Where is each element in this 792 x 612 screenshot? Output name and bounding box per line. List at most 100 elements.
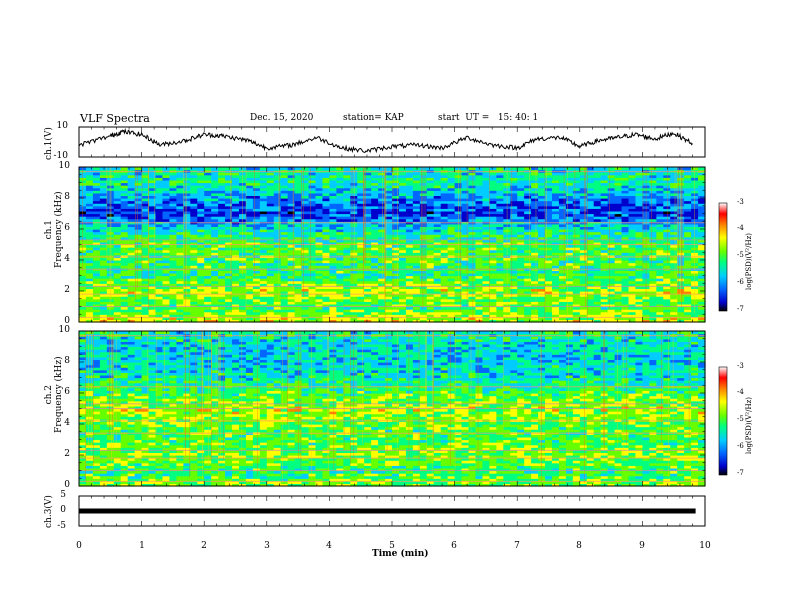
spectrogram-cell [468, 291, 477, 295]
spectrogram-cell [252, 288, 261, 292]
spectrogram-cell [211, 301, 219, 305]
spectrogram-cell [322, 236, 330, 240]
spectrogram-cell [392, 298, 400, 302]
spectrogram-cell [301, 316, 310, 321]
spectrogram-cell [134, 301, 143, 305]
spectrogram-cell [677, 275, 685, 279]
spectrogram-cell [538, 275, 546, 279]
spectrogram-cell [600, 309, 609, 313]
spectrogram-cell [565, 298, 574, 302]
spectrogram-cell [190, 291, 198, 295]
spectrogram-cell [225, 234, 233, 238]
spectrogram-cell [510, 309, 518, 313]
spectrogram-cell [322, 285, 330, 290]
spectrogram-cell [635, 291, 643, 295]
spectrogram-cell [579, 260, 588, 264]
spectrogram-cell [176, 275, 184, 279]
spectrogram-cell [517, 275, 525, 279]
spectrogram-cell [245, 247, 254, 251]
spectrogram-cell [538, 265, 546, 269]
spectrogram-cell [447, 309, 456, 313]
spectrogram-cell [510, 280, 518, 284]
spectrogram-cell [398, 301, 407, 305]
spectrogram-cell [524, 298, 532, 302]
spectrogram-cell [127, 272, 136, 277]
spectrogram-cell [120, 280, 129, 284]
spectrogram-cell [607, 293, 616, 297]
spectrogram-cell [148, 280, 157, 284]
spectrogram-cell [315, 275, 324, 279]
spectrogram-cell [538, 247, 546, 251]
spectrogram-cell [287, 262, 296, 266]
spectrogram-cell [385, 236, 393, 240]
spectrogram-cell [336, 241, 344, 246]
spectrogram-cell [336, 231, 344, 235]
spectrogram-cell [218, 275, 226, 279]
spectrogram-cell [482, 288, 490, 292]
spectrogram-cell [551, 262, 560, 266]
spectrogram-cell [259, 260, 268, 264]
spectrogram-cell [468, 280, 477, 284]
spectrogram-cell [197, 236, 205, 240]
spectrogram-cell [649, 270, 657, 274]
spectrogram-cell [649, 244, 657, 248]
spectrogram-cell [551, 285, 560, 290]
spectrogram-cell [558, 291, 567, 295]
spectrogram-cell [225, 314, 233, 318]
spectrogram-cell [294, 280, 303, 284]
spectrogram-cell [155, 239, 164, 243]
spectrogram-cell [218, 319, 226, 323]
spectrogram-cell [162, 311, 171, 315]
spectrogram-cell [614, 234, 623, 238]
spectrogram-cell [252, 275, 261, 279]
spectrogram-cell [510, 278, 518, 282]
spectrogram-cell [621, 296, 630, 300]
spectrogram-cell [329, 234, 337, 238]
spectrogram-cell [204, 249, 212, 253]
spectrogram-cell [392, 291, 400, 295]
spectrogram-cell [551, 293, 560, 297]
spectrogram-cell [398, 288, 407, 292]
spectrogram-cell [134, 247, 143, 251]
spectrogram-cell [315, 309, 324, 313]
spectrogram-cell [371, 316, 379, 321]
spectrogram-cell [79, 283, 87, 287]
spectrogram-cell [169, 241, 177, 246]
spectrogram-cell [99, 236, 108, 240]
spectrogram-cell [294, 257, 303, 261]
spectrogram-cell [586, 301, 595, 305]
spectrogram-cell [663, 301, 671, 305]
spectrogram-cell [218, 291, 226, 295]
spectrogram-cell [162, 319, 171, 323]
spectrogram-cell [426, 262, 435, 266]
spectrogram-cell [691, 309, 699, 313]
spectrogram-cell [127, 298, 136, 302]
spectrogram-cell [489, 234, 497, 238]
spectrogram-cell [92, 265, 101, 269]
spectrogram-cell [524, 311, 532, 315]
spectrogram-cell [141, 301, 150, 305]
spectrogram-cell [371, 280, 379, 284]
spectrogram-cell [433, 249, 442, 253]
spectrogram-cell [176, 306, 184, 310]
spectrogram-cell [204, 319, 212, 323]
spectrogram-cell [440, 231, 449, 235]
spectrogram-cell [489, 309, 497, 313]
spectrogram-cell [148, 239, 157, 243]
spectrogram-cell [468, 247, 477, 251]
spectrogram-cell [586, 262, 595, 266]
spectrogram-cell [489, 291, 497, 295]
spectrogram-cell [155, 231, 164, 235]
spectrogram-cell [273, 236, 282, 240]
spectrogram-cell [113, 252, 122, 256]
spectrogram-cell [113, 231, 122, 235]
spectrogram-cell [141, 291, 150, 295]
spectrogram-cell [545, 249, 553, 253]
spectrogram-cell [343, 239, 351, 243]
spectrogram-cell [614, 241, 623, 246]
spectrogram-cell [593, 285, 602, 290]
spectrogram-cell [378, 291, 386, 295]
spectrogram-cell [517, 262, 525, 266]
spectrogram-cell [663, 262, 671, 266]
spectrogram-cell [85, 280, 94, 284]
